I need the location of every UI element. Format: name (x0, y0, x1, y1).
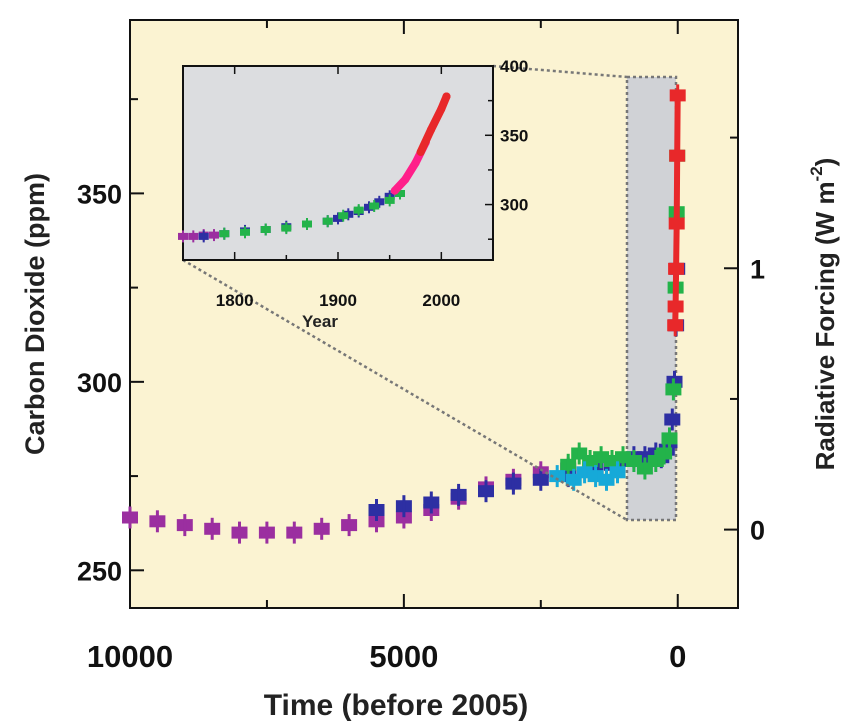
y2-axis-title-sup: -2 (807, 166, 826, 181)
main-series-4-line (672, 92, 681, 329)
zoom-guide-line-bottom (182, 258, 628, 522)
main-series-3 (549, 461, 626, 491)
main-axes: 250 300 350 0 1 10000 5000 0 (77, 20, 765, 674)
zoom-guide-line-top (492, 64, 628, 79)
main-data-series (122, 84, 686, 544)
y2-tick-label: 0 (750, 516, 765, 546)
zoom-guide-lines (182, 64, 628, 522)
x-tick-label: 0 (669, 639, 686, 674)
inset-x-axis-title: Year (302, 312, 338, 331)
inset-series-4-line (416, 92, 451, 156)
x-tick-label: 10000 (87, 639, 173, 674)
y2-axis-title-close: ) (810, 158, 840, 167)
inset-plot-panel: 1800 1900 2000 300 350 400 (178, 57, 528, 310)
inset-x-tick-label: 2000 (422, 291, 460, 310)
inset-x-tick-label: 1800 (216, 291, 254, 310)
inset-data-series (178, 92, 451, 243)
inset-series-4 (416, 92, 451, 156)
x-tick-label: 5000 (369, 639, 438, 674)
y-tick-label: 300 (77, 368, 122, 398)
main-series-4 (667, 84, 686, 337)
inset-y-tick-label: 350 (500, 126, 528, 145)
inset-y-tick-label: 300 (500, 196, 528, 215)
y-tick-label: 350 (77, 179, 122, 209)
y2-axis-title: Radiative Forcing (W m-2) (807, 158, 840, 471)
y2-tick-label: 1 (750, 254, 765, 284)
inset-axes: 1800 1900 2000 300 350 400 (216, 57, 529, 310)
inset-series-2 (219, 187, 405, 240)
y-axis-title: Carbon Dioxide (ppm) (20, 173, 50, 455)
y-tick-label: 250 (77, 556, 122, 586)
y2-axis-title-main: Radiative Forcing (W m (810, 181, 840, 470)
inset-x-tick-label: 1900 (319, 291, 357, 310)
inset-plot-area (182, 65, 494, 261)
x-axis-title: Time (before 2005) (264, 689, 529, 722)
inset-y-tick-label: 400 (500, 57, 528, 76)
